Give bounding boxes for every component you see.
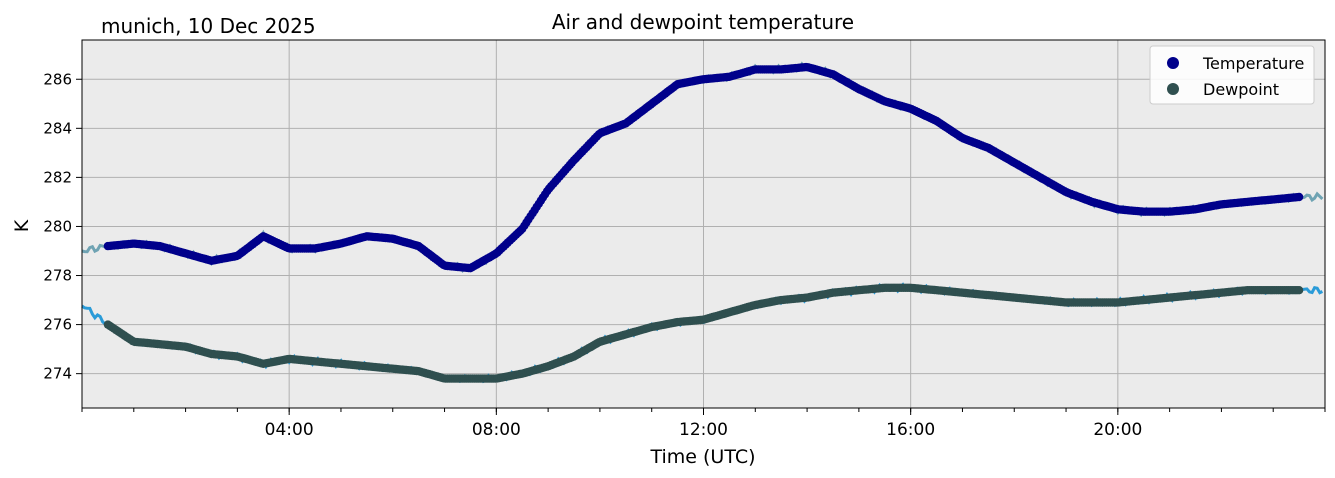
x-tick-label: 12:00 bbox=[679, 420, 728, 440]
grid bbox=[82, 40, 1325, 408]
dewpoint-series bbox=[103, 283, 1304, 383]
series-layer bbox=[81, 61, 1324, 384]
y-tick-label: 280 bbox=[43, 217, 72, 235]
y-tick-label: 282 bbox=[43, 168, 72, 186]
x-axis: 04:00 08:00 12:00 16:00 20:00 bbox=[81, 408, 1326, 440]
chart-title: Air and dewpoint temperature bbox=[552, 10, 854, 34]
y-tick-label: 284 bbox=[43, 119, 72, 137]
x-tick-label: 08:00 bbox=[472, 420, 521, 440]
legend-marker-temperature bbox=[1167, 57, 1179, 69]
legend-marker-dewpoint bbox=[1167, 83, 1179, 95]
temperature-point bbox=[1294, 192, 1304, 202]
y-axis-label: K bbox=[11, 219, 33, 232]
legend-label-temperature: Temperature bbox=[1202, 54, 1304, 73]
chart-subtitle: munich, 10 Dec 2025 bbox=[101, 14, 316, 38]
temperature-series bbox=[103, 62, 1304, 273]
x-tick-label: 04:00 bbox=[265, 420, 314, 440]
legend-box bbox=[1149, 45, 1315, 105]
y-tick-label: 276 bbox=[43, 316, 72, 334]
x-tick-label: 16:00 bbox=[886, 420, 935, 440]
x-axis-label: Time (UTC) bbox=[649, 446, 755, 468]
legend: Temperature Dewpoint bbox=[1149, 45, 1315, 105]
y-axis: 274 276 278 280 282 284 286 bbox=[43, 70, 82, 383]
y-tick-label: 274 bbox=[43, 365, 72, 383]
y-tick-label: 286 bbox=[43, 70, 72, 88]
dewpoint-point bbox=[1294, 286, 1304, 295]
y-tick-label: 278 bbox=[43, 267, 72, 285]
legend-label-dewpoint: Dewpoint bbox=[1203, 80, 1279, 99]
x-tick-label: 20:00 bbox=[1093, 420, 1142, 440]
